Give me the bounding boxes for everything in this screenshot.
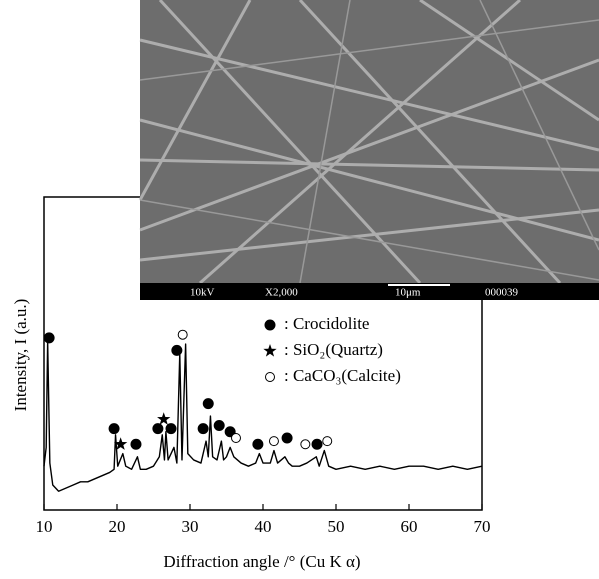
star-marker [157, 412, 170, 425]
sem-image: 10kV X2,000 10μm 000039 [140, 0, 599, 300]
filled-circle-marker [198, 424, 208, 434]
x-tick-label: 60 [401, 517, 418, 536]
filled-circle-marker [172, 345, 182, 355]
open-circle-marker [266, 373, 275, 382]
x-tick-label: 30 [182, 517, 199, 536]
filled-circle-marker [282, 433, 292, 443]
x-tick-label: 10 [36, 517, 53, 536]
legend-label: : SiO₂(Quartz) [284, 340, 383, 359]
caption-text: 000039 [485, 287, 519, 299]
x-tick-label: 40 [255, 517, 272, 536]
open-circle-marker [178, 330, 187, 339]
chart: Intensity, I (a.u.) Diffraction angle /°… [0, 0, 599, 579]
x-axis-label: Diffraction angle /° (Cu K α) [163, 552, 360, 571]
filled-circle-marker [265, 320, 275, 330]
caption-text: 10μm [395, 287, 421, 299]
caption-text: 10kV [190, 287, 215, 299]
caption-text: X2,000 [265, 287, 298, 299]
legend-label: : Crocidolite [284, 314, 369, 333]
open-circle-marker [231, 434, 240, 443]
filled-circle-marker [214, 420, 224, 430]
image-background [140, 0, 599, 300]
filled-circle-marker [253, 439, 263, 449]
x-tick-label: 20 [109, 517, 126, 536]
filled-circle-marker [153, 424, 163, 434]
open-circle-marker [301, 440, 310, 449]
open-circle-marker [269, 437, 278, 446]
page: {"chart_data": {"type": "line", "xlabel"… [0, 0, 599, 579]
x-tick-label: 50 [328, 517, 345, 536]
filled-circle-marker [166, 424, 176, 434]
y-axis-label: Intensity, I (a.u.) [11, 299, 30, 412]
filled-circle-marker [109, 424, 119, 434]
filled-circle-marker [203, 399, 213, 409]
legend-label: : CaCO₃(Calcite) [284, 366, 401, 385]
star-marker [263, 344, 276, 357]
xrd-line [44, 341, 482, 491]
filled-circle-marker [312, 439, 322, 449]
filled-circle-marker [44, 333, 54, 343]
filled-circle-marker [131, 439, 141, 449]
x-tick-label: 70 [474, 517, 491, 536]
open-circle-marker [323, 437, 332, 446]
